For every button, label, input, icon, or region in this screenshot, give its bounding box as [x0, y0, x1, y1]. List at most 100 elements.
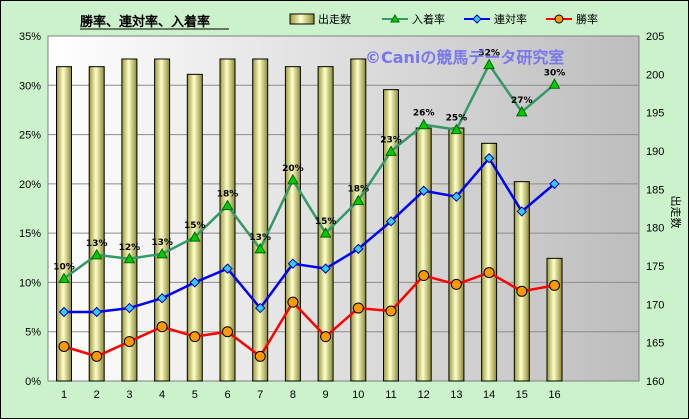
- x-tick-label: 4: [159, 389, 165, 401]
- data-point: [483, 58, 495, 70]
- data-point: [58, 341, 70, 352]
- x-tick-label: 11: [385, 389, 396, 401]
- x-tick-label: 5: [192, 389, 198, 401]
- series-line-3: [63, 271, 555, 359]
- x-tick-label: 10: [352, 389, 364, 401]
- data-point: [188, 231, 201, 242]
- data-point: [451, 191, 462, 202]
- chart-title: 勝率、連対率、入着率: [80, 14, 210, 30]
- data-point: [319, 227, 332, 238]
- x-tick-label: 16: [548, 389, 560, 401]
- bar: [186, 73, 203, 382]
- data-point: [353, 243, 364, 255]
- series-line-2: [64, 156, 556, 314]
- bar: [284, 66, 301, 382]
- bar: [513, 181, 530, 382]
- gridlines: [48, 84, 639, 333]
- data-point: [124, 302, 135, 314]
- y-right-tick-label: 180: [646, 223, 664, 235]
- y-left-tick-label: 25%: [19, 130, 41, 142]
- y-left-tick-label: 15%: [19, 228, 41, 240]
- legend-label: 勝率: [576, 12, 598, 26]
- y-right-axis-label: 出走数: [669, 196, 683, 229]
- data-point: [385, 145, 397, 156]
- data-label: 12%: [119, 243, 141, 253]
- x-tick-label: 8: [290, 389, 296, 401]
- series-line-1: [63, 62, 556, 280]
- data-point: [287, 258, 299, 269]
- bar: [121, 58, 138, 382]
- x-tick-label: 12: [418, 389, 430, 401]
- y-right-tick-label: 185: [646, 184, 664, 196]
- bar: [448, 127, 465, 382]
- data-point: [516, 206, 528, 217]
- data-point: [91, 306, 102, 318]
- bar: [219, 58, 236, 382]
- x-tick-label: 13: [450, 389, 462, 401]
- data-point: [156, 247, 168, 259]
- legend-marker: [390, 13, 400, 23]
- data-point: [548, 78, 561, 89]
- y-right-tick-label: 175: [646, 261, 664, 273]
- data-label: 23%: [380, 135, 402, 145]
- legend-label: 出走数: [318, 12, 351, 26]
- data-label: 15%: [315, 217, 337, 227]
- y-left-tick-label: 20%: [19, 179, 41, 191]
- data-point: [222, 326, 233, 338]
- x-tick-label: 15: [516, 389, 528, 401]
- data-point: [254, 302, 266, 314]
- data-point: [418, 270, 430, 282]
- data-point: [123, 252, 136, 264]
- data-point: [483, 153, 495, 164]
- data-label: 13%: [249, 233, 271, 243]
- data-point: [254, 350, 266, 362]
- y-left-tick-label: 35%: [19, 31, 41, 43]
- data-point: [417, 118, 430, 130]
- data-point: [549, 279, 560, 291]
- data-label: 27%: [511, 96, 533, 106]
- y-right-tick-label: 165: [646, 338, 664, 350]
- data-point: [287, 296, 299, 308]
- data-point: [156, 292, 168, 304]
- data-point: [189, 331, 201, 343]
- bar: [317, 66, 334, 382]
- data-point: [515, 105, 528, 117]
- bar: [56, 66, 72, 382]
- data-label: 32%: [478, 49, 500, 59]
- data-point: [418, 185, 429, 196]
- data-label: 18%: [217, 190, 239, 200]
- data-point: [58, 272, 70, 283]
- data-point: [320, 331, 332, 343]
- x-tick-label: 6: [224, 389, 230, 401]
- lines-group: 10% 13% 12% 13% 15% 18% 13% 20% 15% 18% 23% 26% 25% 3…: [53, 49, 565, 362]
- data-point: [91, 350, 103, 362]
- y-right-tick-label: 160: [646, 376, 664, 388]
- data-point: [320, 263, 331, 274]
- data-point: [90, 248, 103, 260]
- data-label: 25%: [446, 114, 468, 124]
- y-right-tick-label: 190: [646, 146, 664, 158]
- legend-bar-swatch: [289, 13, 315, 25]
- data-label: 20%: [282, 164, 304, 174]
- data-point: [516, 285, 528, 297]
- x-tick-label: 3: [126, 389, 132, 401]
- data-label: 13%: [151, 238, 173, 248]
- watermark: ©Caniの競馬データ研究室: [365, 48, 564, 67]
- legend-label: 入着率: [412, 12, 445, 26]
- data-point: [222, 263, 233, 274]
- data-label: 13%: [86, 239, 108, 249]
- y-left-tick-label: 0%: [25, 376, 41, 388]
- legend-marker: [472, 14, 482, 24]
- y-left-tick-label: 5%: [25, 327, 41, 339]
- data-point: [483, 267, 495, 279]
- data-point: [352, 302, 364, 314]
- x-tick-label: 7: [257, 389, 263, 401]
- data-point: [549, 178, 560, 190]
- legend: 出走数 入着率 連対率 勝率: [289, 12, 598, 26]
- y-right-tick-label: 170: [646, 299, 664, 311]
- bar: [350, 58, 367, 382]
- y-right-tick-label: 205: [646, 31, 664, 43]
- data-point: [450, 278, 462, 290]
- data-point: [287, 173, 299, 185]
